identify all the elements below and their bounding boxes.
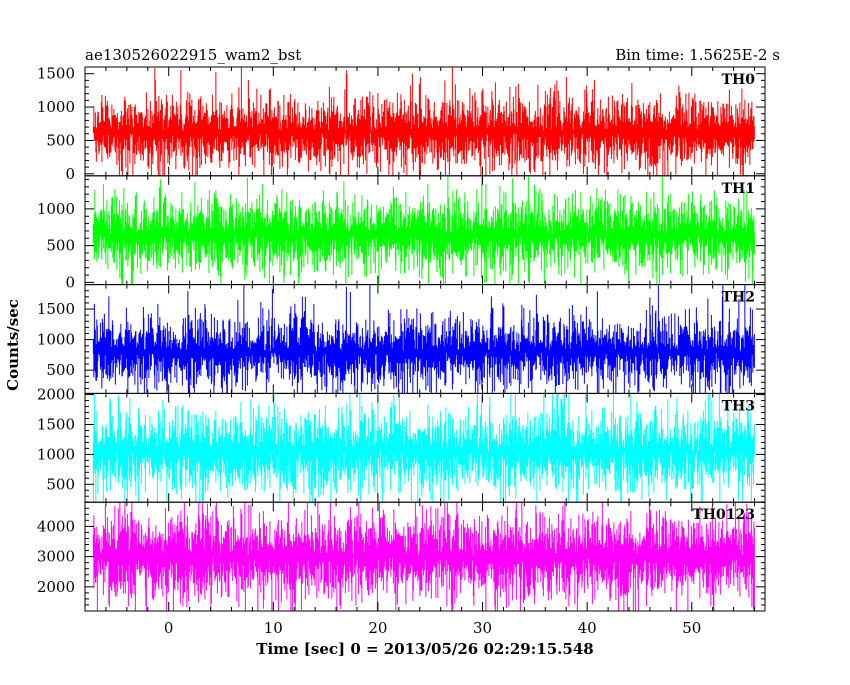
y-tick-label: 1000 <box>37 200 75 218</box>
y-tick-label: 1500 <box>37 65 75 83</box>
series-th2 <box>92 284 755 394</box>
x-tick-label: 40 <box>578 619 597 637</box>
y-axis-label: Counts/sec <box>4 299 22 391</box>
chart-title-left: ae130526022915_wam2_bst <box>85 46 301 64</box>
y-tick-label: 500 <box>46 131 75 149</box>
y-tick-label: 1000 <box>37 331 75 349</box>
y-tick-label: 2000 <box>37 578 75 596</box>
chart-title-right: Bin time: 1.5625E-2 s <box>615 46 780 64</box>
panel-th2: 500 1000 1500 TH2 <box>37 284 766 394</box>
y-tick-label: 3000 <box>37 548 75 566</box>
y-tick-label: 500 <box>46 361 75 379</box>
panel-th3: 500 1000 1500 2000 TH3 <box>37 386 766 503</box>
series-th0123 <box>92 502 755 612</box>
y-tick-label: 500 <box>46 237 75 255</box>
panel-th1: 0 500 1000 TH1 <box>37 175 766 291</box>
y-tick-label: 0 <box>65 273 75 291</box>
y-tick-label: 4000 <box>37 517 75 535</box>
panel-th0123: 2000 3000 4000 TH0123 <box>37 501 766 612</box>
panel-label-th2: TH2 <box>722 290 755 306</box>
panel-label-th3: TH3 <box>722 398 755 414</box>
x-axis-label: Time [sec] 0 = 2013/05/26 02:29:15.548 <box>256 640 593 658</box>
x-tick-label: 0 <box>164 619 174 637</box>
y-tick-label: 0 <box>65 165 75 183</box>
x-tick-label: 50 <box>682 619 701 637</box>
x-tick-label: 20 <box>368 619 387 637</box>
x-axis: 0 10 20 30 40 50 <box>164 619 701 637</box>
x-tick-label: 30 <box>473 619 492 637</box>
panel-label-th1: TH1 <box>722 181 755 197</box>
y-tick-label: 1000 <box>37 445 75 463</box>
y-tick-label: 500 <box>46 475 75 493</box>
panels-group: 0 500 1000 1500 TH0 0 500 1000 TH1 500 1000 1500 TH2… <box>37 65 766 612</box>
panel-label-th0123: TH0123 <box>692 507 755 523</box>
x-tick-label: 10 <box>264 619 283 637</box>
series-th3 <box>92 393 755 503</box>
series-th0 <box>92 67 755 176</box>
series-th1 <box>92 175 755 285</box>
y-tick-label: 1000 <box>37 98 75 116</box>
y-tick-label: 1500 <box>37 415 75 433</box>
panel-label-th0: TH0 <box>722 72 756 88</box>
y-tick-label: 2000 <box>37 386 75 404</box>
y-tick-label: 1500 <box>37 300 75 318</box>
panel-th0: 0 500 1000 1500 TH0 <box>37 65 766 183</box>
